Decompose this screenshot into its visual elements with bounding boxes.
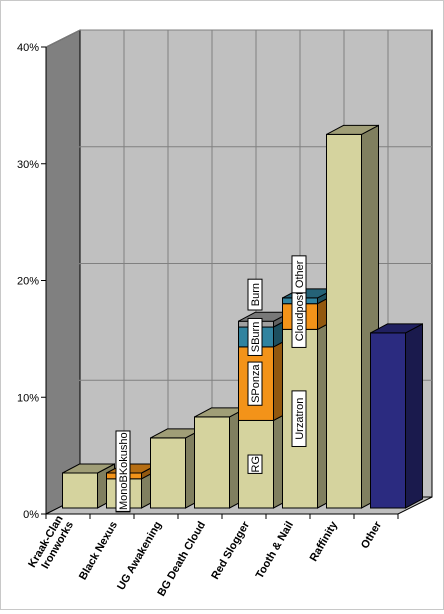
x-tick-label-line: Tooth & Nail xyxy=(254,520,296,581)
x-tick-label: Raffinity xyxy=(308,519,341,564)
gridline xyxy=(45,29,432,48)
data-label-box xyxy=(291,255,307,294)
bar-top xyxy=(326,124,379,135)
data-label: SBurn xyxy=(247,317,263,356)
data-label-text: Urzatron xyxy=(294,398,306,440)
x-tick-label: UG Awakening xyxy=(115,520,164,593)
data-label: SPonza xyxy=(247,361,263,406)
gridline xyxy=(45,146,432,165)
data-label-box xyxy=(247,361,263,406)
data-label-box xyxy=(291,390,307,447)
y-tick-label: 20% xyxy=(17,276,39,288)
x-tick-label-line: Raffinity xyxy=(308,519,341,564)
bar-front xyxy=(150,437,186,509)
x-tick-label-line: Red Slogger xyxy=(209,519,252,582)
y-tick-label: 30% xyxy=(17,159,39,171)
x-tick-label-line: Other xyxy=(359,519,384,551)
bar-front xyxy=(62,472,98,509)
data-label: Urzatron xyxy=(291,390,307,447)
data-label-text: SBurn xyxy=(250,322,262,353)
bar-top xyxy=(62,463,115,474)
bar-side xyxy=(405,323,423,509)
data-label-text: Cloudpost xyxy=(294,292,306,342)
y-tick-label: 0% xyxy=(23,509,39,521)
bar-top xyxy=(370,323,423,334)
bar-7 xyxy=(370,323,423,509)
x-tick-label: Other xyxy=(359,519,384,551)
data-label: Burn xyxy=(247,278,263,311)
x-tick-label-line: UG Awakening xyxy=(115,520,164,593)
x-tick-label: Black Nexus xyxy=(77,520,120,583)
y-tick-label: 40% xyxy=(17,42,39,54)
data-labels: MonoBMonoBKokushoRGSPonzaSBurnBurnUrzatr… xyxy=(115,255,307,513)
data-label: Cloudpost xyxy=(291,285,307,348)
data-label: MonoBKokusho xyxy=(115,430,131,512)
x-tick-label-line: Black Nexus xyxy=(77,520,120,583)
data-label-text: Other xyxy=(294,260,306,288)
data-label-box xyxy=(115,430,131,512)
data-label: Other xyxy=(291,255,307,294)
gridline xyxy=(45,263,432,281)
data-label: RG xyxy=(247,454,263,474)
data-label-text: SPonza xyxy=(250,364,262,403)
y-tick-label: 10% xyxy=(17,392,39,404)
data-label-text: Burn xyxy=(250,283,262,306)
bar-front xyxy=(194,416,230,509)
data-label-text: RG xyxy=(250,456,262,473)
x-tick-label-line: BG Death Cloud xyxy=(155,520,208,599)
data-label-box xyxy=(247,454,263,474)
data-label-box xyxy=(247,278,263,311)
x-tick-label: BG Death Cloud xyxy=(155,520,208,599)
data-label-text: MonoBKokusho xyxy=(118,432,130,510)
bar-front xyxy=(326,133,362,509)
x-tick-label: Tooth & Nail xyxy=(254,520,296,581)
data-label-box xyxy=(247,317,263,356)
bar-front xyxy=(370,332,406,509)
x-tick-label: Red Slogger xyxy=(209,519,252,582)
